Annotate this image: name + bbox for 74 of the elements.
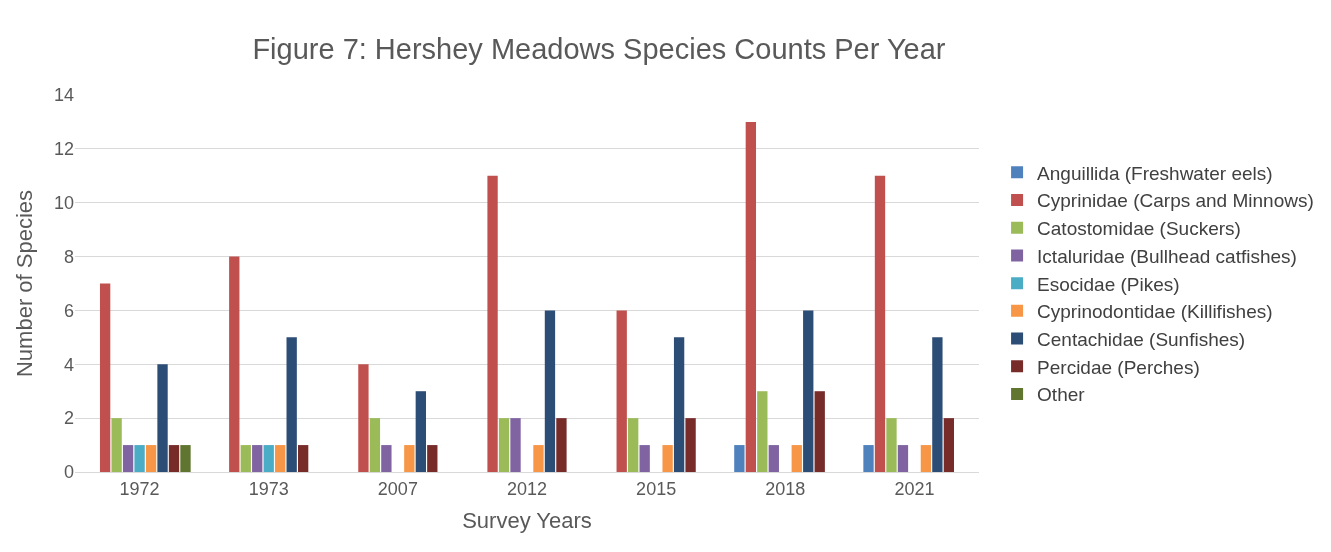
bar [662, 445, 673, 472]
bar [932, 337, 943, 472]
bar [533, 445, 544, 472]
bar [639, 445, 650, 472]
bar [427, 445, 438, 472]
legend-label: Cyprinodontidae (Killifishes) [1037, 301, 1273, 323]
bar [897, 445, 909, 472]
bar [757, 391, 768, 472]
bar [240, 445, 251, 472]
x-tick-label: 2021 [894, 478, 935, 499]
bar [358, 364, 369, 472]
x-tick-label: 2015 [636, 478, 677, 499]
bar [920, 445, 932, 472]
y-tick-label: 10 [53, 193, 74, 214]
x-tick-label: 1972 [119, 478, 160, 499]
bar [498, 418, 510, 472]
bar [229, 256, 240, 472]
bar [616, 310, 627, 472]
bar [510, 418, 521, 472]
bar [381, 445, 392, 472]
legend-label: Anguillida (Freshwater eels) [1037, 162, 1273, 184]
bar [863, 445, 874, 472]
x-tick-label: 1973 [248, 478, 289, 499]
bar [886, 418, 897, 472]
bar [263, 445, 274, 472]
y-tick-label: 6 [63, 300, 74, 321]
bar [544, 310, 556, 472]
y-tick-label: 4 [63, 354, 74, 375]
bar [252, 445, 263, 472]
bar [628, 418, 639, 472]
bar [415, 391, 426, 472]
bar [134, 445, 145, 472]
y-tick-label: 12 [53, 139, 74, 160]
bar [404, 445, 415, 472]
bar [943, 418, 955, 472]
legend-label: Percidae (Perches) [1037, 356, 1200, 378]
bar [768, 445, 779, 472]
bar [745, 121, 757, 472]
bar [803, 310, 814, 472]
bar [99, 283, 111, 472]
legend-label: Centachidae (Sunfishes) [1037, 328, 1246, 350]
bar [369, 418, 381, 472]
x-axis-title: Survey Years [462, 508, 592, 534]
bar [874, 175, 886, 472]
bar [487, 175, 498, 472]
bar [734, 445, 745, 472]
bar [145, 445, 157, 472]
y-tick-label: 8 [63, 246, 74, 267]
bar [685, 418, 696, 472]
bar [111, 418, 122, 472]
bar [791, 445, 802, 472]
bar [180, 445, 191, 472]
bar [814, 391, 825, 472]
x-tick-label: 2007 [377, 478, 418, 499]
bar [286, 337, 297, 472]
bar [556, 418, 567, 472]
legend-label: Other [1037, 384, 1086, 406]
bar [673, 337, 685, 472]
y-tick-label: 0 [63, 462, 74, 483]
chart-title: Figure 7: Hershey Meadows Species Counts Per Year [252, 32, 946, 65]
legend-label: Esocidae (Pikes) [1037, 273, 1180, 295]
bar [122, 445, 134, 472]
bar [157, 364, 168, 472]
y-tick-label: 14 [53, 85, 74, 106]
legend-label: Catostomidae (Suckers) [1037, 218, 1241, 240]
x-tick-label: 2012 [506, 478, 548, 499]
legend-label: Ictaluridae (Bullhead catfishes) [1037, 245, 1297, 267]
legend-label: Cyprinidae (Carps and Minnows) [1037, 190, 1314, 212]
bar [275, 445, 286, 472]
y-axis-title: Number of Species [11, 189, 37, 378]
bar [297, 445, 309, 472]
bar [168, 445, 180, 472]
y-tick-label: 2 [63, 408, 74, 429]
x-tick-label: 2018 [765, 478, 806, 499]
